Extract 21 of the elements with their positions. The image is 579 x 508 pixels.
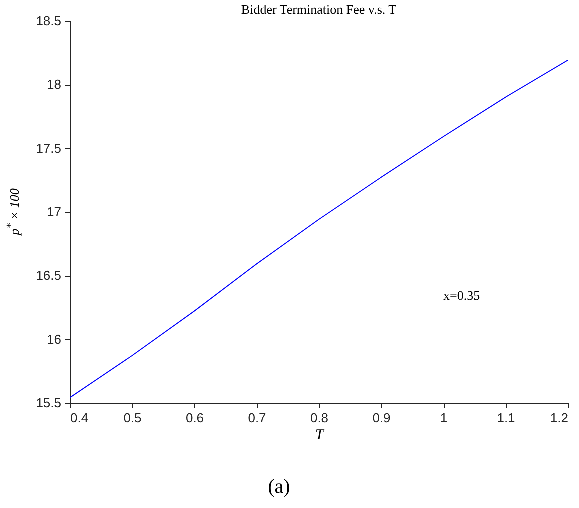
y-tick-label: 17.5 [36, 140, 62, 156]
x-tick-label: 0.5 [124, 410, 142, 426]
x-tick-label: 0.4 [70, 410, 89, 426]
y-tick-label: 15.5 [36, 396, 62, 410]
y-tick-label: 17 [47, 204, 62, 220]
y-tick-label: 16 [47, 332, 62, 347]
x-tick-label: 1.2 [550, 410, 568, 426]
y-tick-label: 16.5 [36, 268, 62, 284]
line-series [70, 60, 568, 398]
x-tick-label: 0.8 [310, 410, 329, 426]
x-tick-label: 0.6 [186, 410, 204, 426]
x-tick-label: 1.1 [497, 410, 516, 426]
y-tick-label: 18.5 [36, 14, 62, 28]
annotation: x=0.35 [444, 288, 480, 304]
y-tick-label: 18 [47, 77, 62, 92]
x-tick-label: 0.7 [248, 410, 266, 426]
text: (a) [268, 476, 290, 498]
x-axis-title: T [315, 428, 326, 444]
x-tick-label: 1 [440, 410, 448, 426]
x-tick-label: 0.9 [372, 410, 391, 426]
chart-title: Bidder Termination Fee v.s. T [241, 2, 397, 17]
